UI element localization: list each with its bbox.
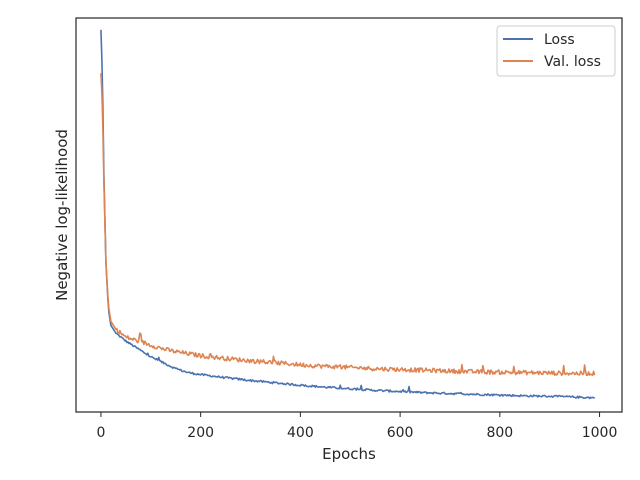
x-axis-label: Epochs — [322, 445, 376, 463]
x-tick-label: 800 — [486, 425, 513, 441]
legend-label-val-loss: Val. loss — [544, 54, 601, 70]
plot-frame — [75, 17, 623, 413]
x-axis-ticks: 0 200 400 600 800 1000 — [96, 412, 617, 441]
series-line-loss — [100, 29, 596, 400]
x-tick-label: 200 — [187, 425, 214, 441]
legend: Loss Val. loss — [496, 25, 616, 77]
series-layer — [100, 29, 596, 400]
y-axis-label: Negative log-likelihood — [53, 129, 71, 301]
legend-label-loss: Loss — [544, 32, 575, 48]
x-tick-label: 1000 — [582, 425, 618, 441]
series-line-val-loss — [100, 73, 596, 377]
x-tick-label: 0 — [96, 425, 105, 441]
x-tick-label: 600 — [387, 425, 414, 441]
x-tick-label: 400 — [287, 425, 314, 441]
